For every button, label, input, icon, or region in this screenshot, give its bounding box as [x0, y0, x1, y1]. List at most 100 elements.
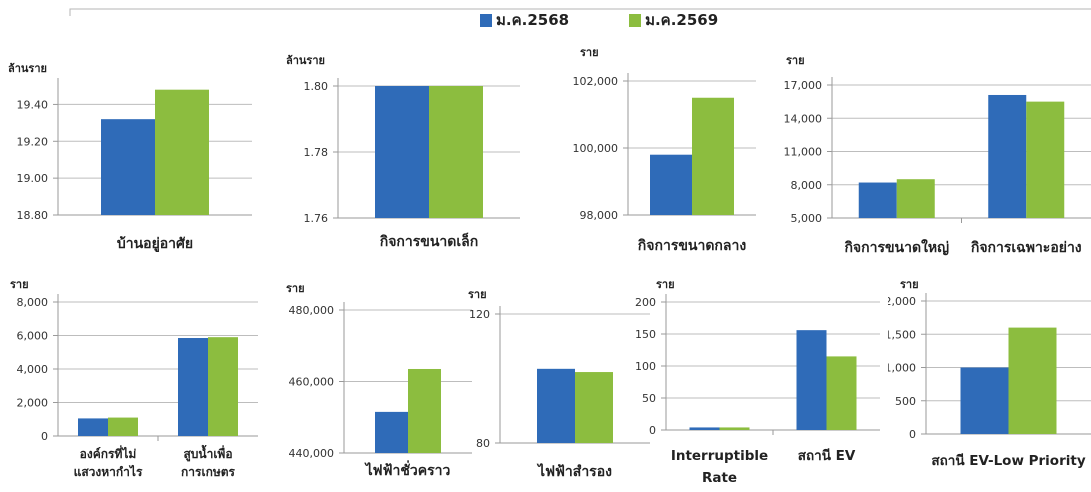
y-tick-label: 98,000: [580, 209, 619, 222]
y-unit-label: ราย: [286, 282, 305, 295]
chart-panel-2: ล้านราย 1.80 1.78 1.76 กิจการขนาดเล็ก: [286, 54, 520, 250]
y-tick-label: 19.00: [17, 172, 49, 185]
category-label: สถานี EV: [798, 448, 856, 464]
y-tick-label: 8,000: [791, 179, 823, 192]
y-tick-label: 80: [476, 437, 490, 450]
y-tick-label: 1.76: [304, 212, 329, 225]
bar-2569: [408, 368, 441, 453]
bar-2568: [858, 182, 897, 218]
category-label: Interruptible: [671, 448, 768, 464]
y-tick-label: 120: [469, 308, 490, 321]
y-tick-label: 500: [895, 395, 916, 408]
y-tick-label: 14,000: [784, 112, 823, 125]
y-tick-label: 100,000: [573, 142, 619, 155]
y-unit-label: ราย: [10, 278, 29, 291]
bar-2569: [208, 337, 238, 436]
y-unit-label: ราย: [468, 288, 487, 301]
bar-2568: [375, 411, 408, 453]
bar-2569: [719, 427, 750, 430]
bar-2569: [1026, 101, 1065, 218]
y-unit-label: ราย: [900, 278, 919, 291]
chart-panel-3: ราย 102,000 100,000 98,000 กิจการขนาดกลาง: [573, 46, 756, 254]
y-tick-label: 11,000: [784, 146, 823, 159]
bar-2569: [575, 372, 613, 443]
y-tick-label: 6,000: [17, 330, 49, 343]
legend-label-2569: ม.ค.2569: [645, 11, 719, 29]
y-tick-label: 100: [635, 360, 656, 373]
bar-2569: [108, 417, 138, 436]
y-tick-label: 17,000: [784, 79, 823, 92]
y-tick-label: 19.20: [17, 135, 49, 148]
bar-2568: [375, 86, 429, 218]
y-tick-label: 440,000: [289, 447, 335, 460]
y-tick-label: 460,000: [289, 376, 335, 389]
category-label: บ้านอยู่อาศัย: [117, 236, 193, 252]
chart-panel-4: ราย 17,000 14,000 11,000 8,000 5,000 กิจการขนา…: [784, 54, 1091, 256]
y-tick-label: 0: [649, 424, 656, 437]
category-label: กิจการขนาดเล็ก: [379, 232, 478, 250]
category-label: กิจการขนาดกลาง: [637, 238, 746, 254]
bar-2568: [988, 94, 1027, 218]
y-tick-label: 480,000: [289, 304, 335, 317]
bar-2568: [101, 119, 155, 215]
y-unit-label: ราย: [786, 54, 805, 67]
bar-2568: [178, 338, 208, 436]
bar-2568: [796, 330, 827, 430]
category-label: กิจการขนาดใหญ่: [844, 238, 949, 256]
chart-panel-5: ราย 8,000 6,000 4,000 2,000 0 องค์กรที่ไม่แสวง…: [10, 278, 258, 479]
y-tick-label: 5,000: [791, 212, 823, 225]
y-tick-label: 8,000: [17, 296, 49, 309]
y-tick-label: 1,000: [888, 362, 916, 375]
y-tick-label: 1.80: [304, 80, 329, 93]
chart-legend: ม.ค.2568 ม.ค.2569: [480, 8, 718, 32]
category-label: การเกษตร: [181, 465, 236, 479]
y-tick-label: 4,000: [17, 363, 49, 376]
y-tick-label: 1.78: [304, 146, 329, 159]
category-label: สูบน้ำเพื่อ: [183, 444, 232, 462]
y-tick-label: 102,000: [573, 75, 619, 88]
bar-2568: [650, 154, 692, 215]
bar-2568: [78, 418, 108, 436]
bar-2569: [1008, 327, 1057, 434]
legend-label-2568: ม.ค.2568: [496, 11, 570, 29]
y-tick-label: 19.40: [17, 98, 49, 111]
bar-2569: [826, 356, 857, 430]
bar-2569: [429, 86, 483, 218]
category-label: สถานี EV-Low Priority: [931, 453, 1085, 469]
category-label: องค์กรที่ไม่: [80, 445, 137, 461]
chart-panel-7: ราย 120 80 ไฟฟ้าสำรอง: [468, 288, 650, 480]
category-label: ไฟฟ้าชั่วคราว: [364, 460, 451, 479]
bar-2568: [537, 368, 575, 443]
y-unit-label: ราย: [656, 278, 675, 291]
y-unit-label: ราย: [580, 46, 599, 59]
legend-item-2569: ม.ค.2569: [629, 8, 718, 32]
category-label: ไฟฟ้าสำรอง: [536, 462, 612, 480]
bar-2568: [960, 367, 1009, 434]
y-unit-label: ล้านราย: [8, 62, 47, 75]
y-tick-label: 2,000: [17, 397, 49, 410]
y-tick-label: 2,000: [888, 295, 916, 308]
y-tick-label: 0: [909, 428, 916, 441]
bar-2569: [896, 179, 935, 218]
category-label: กิจการเฉพาะอย่าง: [970, 240, 1081, 256]
y-tick-label: 200: [635, 296, 656, 309]
y-tick-label: 1,500: [888, 328, 916, 341]
legend-item-2568: ม.ค.2568: [480, 8, 569, 32]
category-label: แสวงหากำไร: [74, 464, 143, 479]
legend-swatch-2569: [629, 13, 642, 27]
bar-2569: [692, 97, 734, 215]
y-tick-label: 150: [635, 328, 656, 341]
chart-panel-1: ล้านราย 19.40 19.20 19.00 18.80 บ้านอยู่อาศัย: [8, 62, 252, 252]
legend-swatch-2568: [480, 13, 492, 27]
chart-panel-6: ราย 480,000 460,000 440,000 ไฟฟ้าชั่วคราว: [286, 282, 472, 479]
y-tick-label: 18.80: [17, 209, 49, 222]
y-tick-label: 50: [642, 392, 656, 405]
category-label: Rate: [702, 470, 737, 486]
bar-2569: [155, 89, 209, 215]
y-tick-label: 0: [41, 430, 48, 443]
chart-panel-9: ราย 2,000 1,500 1,000 500 0 สถานี EV-Low Prior…: [888, 278, 1091, 469]
bar-2568: [689, 427, 720, 430]
y-unit-label: ล้านราย: [286, 54, 325, 67]
